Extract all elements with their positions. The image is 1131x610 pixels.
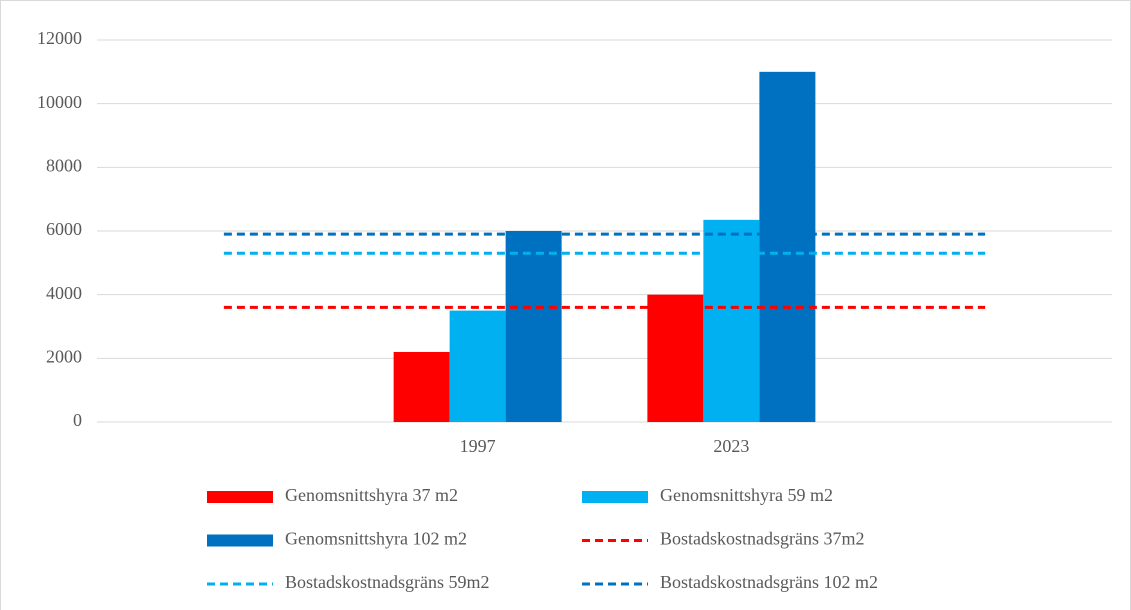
y-tick-label: 4000 bbox=[46, 283, 82, 303]
legend-swatch bbox=[582, 491, 648, 503]
bar bbox=[393, 351, 450, 422]
legend-label: Bostadskostnadsgräns 37m2 bbox=[660, 529, 865, 549]
y-tick-label: 2000 bbox=[46, 346, 82, 366]
legend-label: Genomsnittshyra 59 m2 bbox=[660, 485, 833, 505]
legend-label: Bostadskostnadsgräns 102 m2 bbox=[660, 572, 878, 592]
legend-label: Genomsnittshyra 102 m2 bbox=[285, 529, 467, 549]
bar bbox=[647, 294, 704, 422]
y-tick-label: 6000 bbox=[46, 219, 82, 239]
bar bbox=[449, 310, 506, 422]
legend-swatch bbox=[207, 491, 273, 503]
y-tick-label: 0 bbox=[73, 410, 82, 430]
bar bbox=[759, 71, 816, 422]
y-tick-label: 8000 bbox=[46, 155, 82, 175]
y-tick-label: 10000 bbox=[37, 92, 82, 112]
y-tick-label: 12000 bbox=[37, 28, 82, 48]
x-tick-label: 1997 bbox=[460, 436, 496, 456]
legend-swatch bbox=[207, 534, 273, 547]
bar bbox=[703, 219, 760, 422]
legend-label: Bostadskostnadsgräns 59m2 bbox=[285, 572, 490, 592]
legend-label: Genomsnittshyra 37 m2 bbox=[285, 485, 458, 505]
x-tick-label: 2023 bbox=[713, 436, 749, 456]
bar bbox=[505, 231, 562, 422]
